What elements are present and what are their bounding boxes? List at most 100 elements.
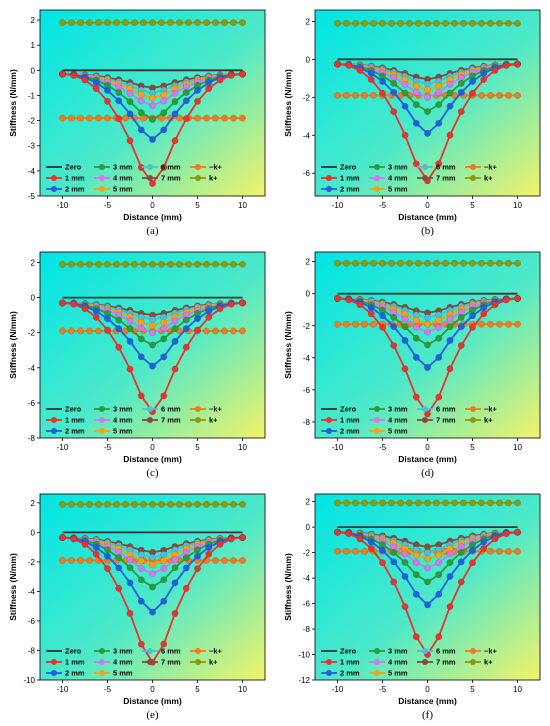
data-point (442, 499, 449, 507)
data-point (68, 500, 75, 508)
legend-swatch-marker (99, 670, 105, 676)
legend-swatch-marker (99, 659, 105, 665)
legend-label: 2 mm (65, 427, 85, 436)
data-point (171, 325, 179, 332)
legend-label: k+ (209, 174, 218, 183)
legend-label: −k+ (484, 405, 498, 414)
data-point (397, 499, 404, 507)
data-point (212, 327, 219, 335)
data-point (424, 410, 431, 418)
data-point (390, 314, 398, 321)
data-point (469, 19, 476, 27)
legend-label: k+ (484, 174, 493, 183)
data-point (352, 499, 359, 507)
legend-label: 6 mm (161, 405, 181, 414)
legend-label: 5 mm (113, 185, 133, 194)
legend-swatch-marker (422, 659, 428, 665)
data-point (424, 555, 431, 563)
legend-swatch-marker (195, 406, 201, 412)
data-point (451, 19, 458, 27)
data-point (370, 92, 377, 99)
data-point (345, 62, 353, 69)
legend-swatch-marker (422, 648, 428, 654)
data-point (194, 19, 201, 26)
y-axis-title: Stiffness (N/mm) (283, 69, 293, 137)
data-point (221, 500, 228, 508)
data-point (176, 114, 183, 122)
y-tick-label: -4 (28, 364, 36, 373)
data-point (160, 324, 168, 332)
data-point (469, 312, 476, 320)
data-point (182, 316, 190, 324)
data-point (469, 546, 476, 554)
data-point (182, 115, 190, 123)
y-tick-label: 1 (31, 41, 36, 50)
legend-swatch-marker (326, 670, 332, 676)
legend-swatch-marker (374, 428, 380, 434)
legend-item: 4 mm (94, 174, 133, 183)
data-point (59, 260, 66, 268)
data-point (77, 19, 84, 26)
legend-item: 1 mm (321, 416, 360, 425)
data-point (478, 499, 485, 507)
x-tick-label: 10 (238, 201, 247, 210)
data-point (171, 610, 179, 617)
y-tick-label: -2 (303, 93, 311, 102)
data-point (401, 559, 409, 566)
legend-label: 3 mm (113, 405, 133, 414)
y-tick-label: -1 (28, 91, 36, 100)
y-tick-label: 0 (31, 66, 36, 75)
legend-label: 4 mm (113, 174, 133, 183)
data-point (182, 584, 190, 592)
data-point (115, 89, 123, 96)
data-point (149, 180, 156, 187)
data-point (379, 89, 386, 97)
data-point (379, 546, 386, 554)
series-k- (334, 19, 521, 27)
data-point (361, 499, 368, 507)
data-point (149, 19, 156, 26)
data-point (239, 500, 246, 508)
data-point (370, 259, 377, 267)
data-point (92, 544, 100, 551)
data-point (167, 500, 174, 508)
data-point (446, 603, 454, 611)
legend-item: 7 mm (142, 416, 181, 425)
legend-swatch-marker (374, 186, 380, 192)
data-point (401, 323, 409, 331)
data-point (221, 260, 228, 268)
data-point (126, 610, 134, 617)
legend-swatch-marker (99, 417, 105, 423)
data-point (514, 295, 521, 302)
data-point (115, 97, 123, 105)
data-point (361, 547, 368, 555)
legend-item: 7 mm (417, 416, 456, 425)
data-point (487, 92, 494, 99)
data-point (203, 500, 210, 508)
y-tick-label: 2 (31, 16, 36, 25)
data-point (86, 114, 93, 122)
data-point (137, 551, 145, 558)
y-tick-label: 2 (31, 259, 36, 268)
data-point (194, 315, 201, 323)
data-point (469, 559, 476, 567)
data-point (352, 92, 359, 99)
legend-label: 3 mm (113, 647, 133, 656)
data-point (171, 317, 179, 325)
data-point (239, 327, 246, 335)
legend-item: 6 mm (142, 647, 181, 656)
legend-item: Zero (46, 163, 82, 172)
data-point (502, 296, 510, 304)
data-point (230, 19, 237, 26)
chart-svg: -10 -5 0 5 10 -8 -6 -4 -2 0 2 Distance (mm) Stiffnes… (8, 251, 266, 479)
data-point (203, 114, 210, 122)
data-point (239, 260, 246, 268)
y-tick-label: -4 (303, 574, 311, 583)
data-point (95, 500, 102, 508)
y-tick-label: -5 (28, 192, 36, 201)
data-point (137, 392, 145, 400)
data-point (505, 19, 512, 27)
data-point (59, 557, 66, 564)
data-point (334, 528, 341, 536)
y-tick-label: -8 (28, 434, 36, 443)
